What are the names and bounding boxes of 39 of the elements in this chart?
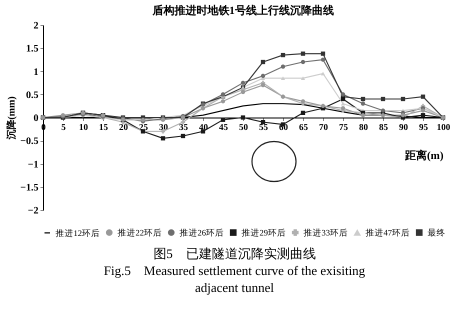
y-tick-label: −1 [28, 159, 38, 170]
y-axis-title: 沉降(mm) [5, 96, 18, 141]
y-tick-label: 0 [34, 113, 38, 124]
y-tick-label: 1.5 [26, 44, 38, 55]
y-tick-label: 0.5 [26, 90, 38, 101]
x-tick-label: 75 [339, 122, 348, 132]
x-axis-title: 距离(m) [404, 149, 444, 162]
x-tick-label: 80 [359, 122, 368, 132]
y-tick-label: −2 [28, 206, 38, 216]
x-tick-label: 55 [259, 122, 268, 132]
x-tick-label: 10 [79, 122, 88, 132]
y-tick-label: 2 [34, 20, 38, 32]
y-tick-label: −0.5 [20, 136, 38, 148]
x-tick-label: 35 [179, 122, 188, 132]
legend-label: 推进29环后 [242, 228, 286, 238]
legend-label: 推进47环后 [366, 228, 410, 238]
legend-label: 推进12环后 [56, 228, 100, 238]
legend-label: 推进33环后 [304, 228, 348, 238]
legend-label: 最终 [428, 228, 446, 238]
x-tick-label: 45 [219, 122, 228, 132]
x-tick-label: 85 [379, 122, 388, 132]
x-tick-label: 100 [436, 122, 451, 132]
chart-title: 盾构推进时地铁1号线上行线沉降曲线 [151, 4, 334, 17]
x-tick-label: 90 [399, 122, 408, 132]
x-tick-label: 15 [99, 122, 108, 132]
x-tick-label: 65 [299, 122, 308, 132]
y-tick-label: 1 [34, 66, 38, 78]
y-tick-label: −1.5 [20, 182, 38, 194]
text: adjacent tunnel [194, 279, 276, 296]
caption: 图5 已建隧道沉降实测曲线 [152, 245, 317, 262]
legend-label: 推进26环后 [180, 228, 224, 238]
caption: Fig.5 Measured settlement curve of the exisiting [102, 262, 366, 279]
x-tick-label: 70 [319, 122, 328, 132]
x-tick-label: 95 [419, 122, 428, 132]
x-tick-label: 50 [239, 122, 248, 132]
x-tick-label: 30 [159, 122, 168, 132]
x-tick-label: 5 [61, 122, 66, 132]
legend-label: 推进22环后 [118, 228, 162, 238]
x-tick-label: 20 [119, 122, 128, 132]
